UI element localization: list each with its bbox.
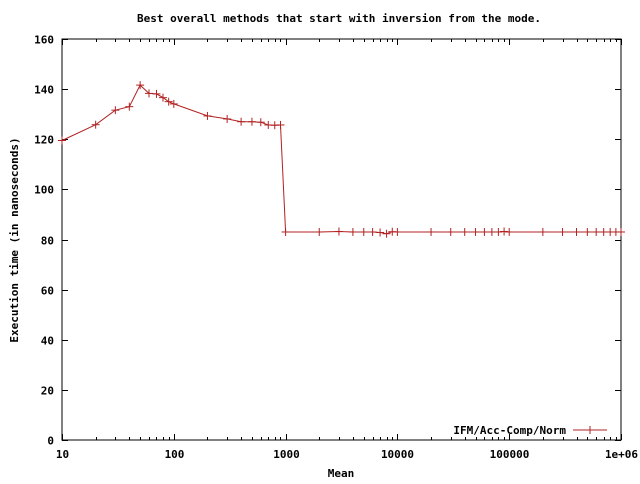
data-point: [480, 227, 489, 236]
data-point: [58, 136, 66, 145]
data-point: [334, 227, 343, 236]
data-point: [538, 227, 547, 236]
data-point: [315, 227, 324, 236]
x-axis-label: Mean: [328, 467, 355, 480]
data-point: [125, 102, 134, 111]
series-line: [61, 84, 621, 235]
data-point: [617, 227, 625, 236]
y-tick-label: 140: [34, 84, 54, 97]
y-tick-label: 160: [34, 34, 54, 47]
data-point: [169, 99, 178, 108]
data-point: [368, 227, 377, 236]
x-tick-label: 100000: [490, 448, 530, 461]
x-tick-label: 1000: [273, 448, 300, 461]
data-point: [592, 227, 601, 236]
data-point: [471, 227, 480, 236]
y-tick-label: 80: [41, 235, 54, 248]
y-tick-label: 100: [34, 184, 54, 197]
data-point: [500, 227, 509, 236]
data-point: [393, 227, 402, 236]
x-tick-label: 10: [56, 448, 69, 461]
data-point: [558, 227, 567, 236]
y-tick-label: 40: [41, 335, 54, 348]
y-tick-label: 120: [34, 134, 54, 147]
x-tick-label: 1e+06: [605, 448, 638, 461]
data-point: [91, 120, 100, 129]
data-point: [359, 227, 368, 236]
data-point: [348, 227, 357, 236]
y-tick-label: 20: [41, 385, 54, 398]
data-point: [152, 89, 161, 98]
plot-area: 0 20 40 60 80 100 120 140 160 10 100 1000 10000 10000…: [34, 34, 638, 462]
data-point: [237, 117, 246, 126]
data-point: [247, 117, 256, 126]
data-point: [494, 227, 503, 236]
x-tick-label: 10000: [381, 448, 414, 461]
data-point: [427, 227, 436, 236]
data-point: [136, 81, 145, 90]
data-point: [203, 111, 212, 120]
data-point: [572, 227, 581, 236]
data-point: [164, 97, 173, 106]
data-point: [376, 228, 385, 237]
y-tick-label: 60: [41, 285, 54, 298]
data-point: [158, 93, 167, 102]
y-tick-label: 0: [47, 435, 54, 448]
data-point: [144, 89, 153, 98]
data-point: [382, 229, 391, 238]
legend-series-label: IFM/Acc-Comp/Norm: [453, 424, 566, 437]
data-point: [281, 227, 290, 236]
data-point: [276, 120, 285, 129]
data-point: [256, 118, 265, 127]
x-tick-label: 100: [165, 448, 185, 461]
plot-frame: [61, 38, 622, 441]
data-point: [505, 227, 514, 236]
data-point: [446, 227, 455, 236]
legend: IFM/Acc-Comp/Norm: [453, 424, 607, 437]
data-point: [583, 227, 592, 236]
data-point: [111, 106, 120, 115]
chart-title: Best overall methods that start with inv…: [137, 12, 541, 25]
data-point: [223, 114, 232, 123]
data-point: [460, 227, 469, 236]
y-axis-label: Execution time (in nanoseconds): [8, 137, 21, 342]
